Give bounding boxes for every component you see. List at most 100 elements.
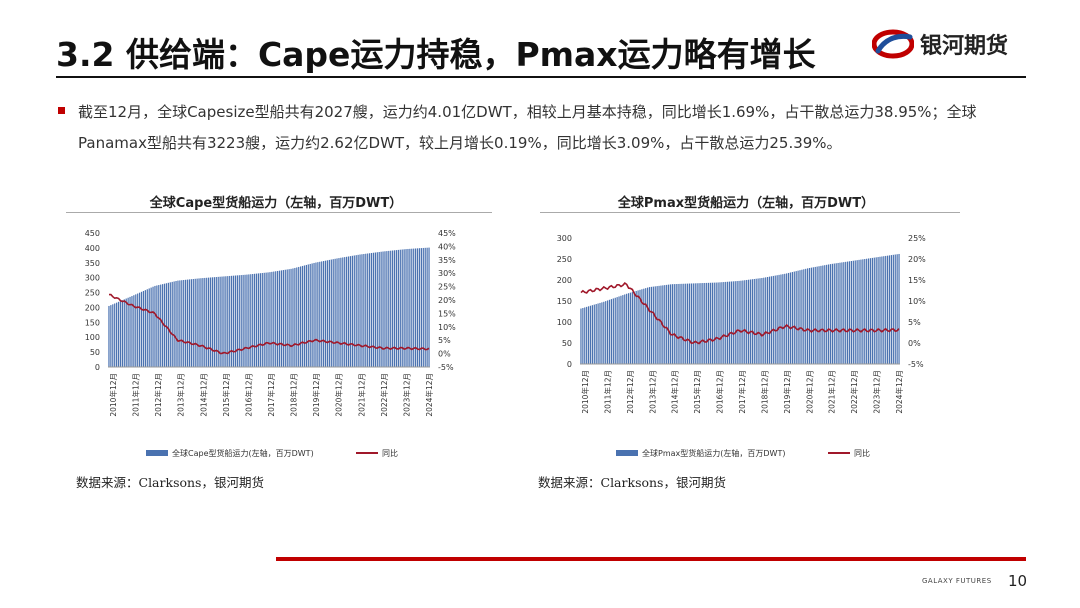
- pmax-bar: [862, 259, 864, 364]
- cape-y-right-tick: 0%: [438, 350, 451, 359]
- pmax-bar: [658, 285, 660, 364]
- pmax-x-tick-label: 2014年12月: [670, 370, 680, 414]
- cape-bar: [150, 287, 152, 367]
- cape-x-tick-label: 2024年12月: [424, 373, 434, 417]
- pmax-bar: [732, 281, 734, 364]
- pmax-bar: [707, 282, 710, 364]
- cape-bar: [374, 252, 376, 367]
- pmax-bar: [601, 302, 603, 364]
- cape-x-tick-label: 2014年12月: [198, 373, 208, 417]
- cape-bar: [294, 267, 296, 367]
- cape-bar: [154, 285, 156, 367]
- pmax-bar: [688, 283, 691, 364]
- pmax-x-tick-label: 2020年12月: [804, 370, 814, 414]
- pmax-bar: [580, 308, 582, 364]
- cape-bar: [292, 268, 294, 367]
- cape-bar: [194, 278, 196, 367]
- cape-bar: [129, 296, 131, 367]
- cape-bar: [242, 274, 244, 367]
- pmax-bar: [780, 274, 782, 364]
- pmax-bar: [713, 282, 715, 364]
- pmax-legend-bar-label: 全球Pmax型货船运力(左轴，百万DWT): [642, 448, 785, 458]
- cape-x-tick-label: 2013年12月: [176, 373, 186, 417]
- pmax-bar: [867, 258, 870, 364]
- cape-bar: [240, 275, 242, 367]
- cape-bar: [305, 264, 307, 367]
- cape-bar: [246, 274, 248, 367]
- cape-y-left-tick: 450: [85, 229, 100, 238]
- cape-bar: [407, 248, 409, 367]
- pmax-bar: [751, 279, 753, 364]
- pmax-bar: [715, 282, 717, 364]
- pmax-bar: [885, 255, 887, 364]
- pmax-bar: [746, 279, 748, 364]
- pmax-bar: [612, 298, 614, 364]
- pmax-bar: [702, 283, 704, 364]
- cape-bar: [307, 264, 309, 367]
- cape-bar: [139, 292, 141, 367]
- pmax-bar: [738, 280, 740, 364]
- cape-bar: [409, 248, 411, 367]
- cape-chart-title: 全球Cape型货船运力（左轴，百万DWT）: [149, 196, 403, 211]
- pmax-bar: [787, 272, 790, 364]
- cape-bar: [369, 253, 371, 367]
- pmax-bar: [875, 257, 877, 364]
- cape-bar: [248, 274, 250, 367]
- pmax-y-left-tick: 0: [567, 360, 572, 369]
- pmax-y-left-tick: 150: [557, 297, 572, 306]
- pmax-bar: [723, 282, 725, 364]
- cape-bar: [275, 271, 277, 367]
- cape-y-left-tick: 300: [85, 274, 100, 283]
- cape-bar: [236, 275, 238, 367]
- pmax-bar: [755, 278, 757, 364]
- cape-bar: [169, 282, 171, 367]
- cape-y-left-tick: 400: [85, 244, 100, 253]
- pmax-bar: [797, 270, 799, 364]
- cape-bar: [355, 255, 357, 367]
- cape-bar: [183, 280, 185, 367]
- cape-bar: [361, 254, 363, 367]
- cape-bar: [171, 281, 173, 367]
- pmax-bar: [871, 257, 873, 364]
- cape-bar: [349, 256, 352, 367]
- cape-y-left-tick: 50: [90, 348, 100, 357]
- cape-bar: [357, 254, 359, 367]
- pmax-x-tick-label: 2016年12月: [715, 370, 725, 414]
- cape-bar: [200, 278, 202, 367]
- cape-bar: [206, 277, 208, 367]
- cape-y-left-tick: 150: [85, 318, 100, 327]
- cape-bar: [319, 261, 321, 367]
- company-logo: 银河期货: [872, 22, 1008, 66]
- cape-bar: [125, 298, 127, 367]
- cape-bar: [257, 273, 260, 367]
- cape-bar: [328, 259, 330, 367]
- pmax-bar: [620, 295, 622, 364]
- cape-bar: [209, 277, 212, 367]
- pmax-bar: [591, 305, 593, 364]
- pmax-bar: [597, 303, 599, 364]
- cape-y-right-tick: 30%: [438, 269, 456, 278]
- pmax-y-right-tick: 25%: [908, 234, 926, 243]
- pmax-bar: [848, 261, 851, 364]
- pmax-bar: [816, 266, 818, 364]
- cape-bar: [190, 279, 192, 367]
- pmax-bar: [837, 262, 839, 364]
- pmax-bar: [629, 292, 632, 364]
- pmax-x-tick-label: 2023年12月: [872, 370, 882, 414]
- cape-bar: [323, 261, 325, 367]
- cape-bar: [405, 249, 407, 367]
- cape-bar: [255, 273, 258, 367]
- pmax-bar: [765, 277, 767, 364]
- pmax-bar: [709, 282, 712, 364]
- pmax-bar: [833, 263, 835, 364]
- pmax-bar: [673, 284, 675, 364]
- cape-y-right-tick: 45%: [438, 229, 456, 238]
- pmax-bar: [892, 254, 894, 364]
- pmax-bar: [805, 268, 807, 364]
- pmax-bar: [669, 284, 672, 364]
- pmax-bar: [725, 281, 727, 364]
- cape-bar: [347, 256, 350, 367]
- cape-y-right-tick: 10%: [438, 323, 456, 332]
- pmax-bar: [866, 258, 868, 364]
- pmax-bar: [827, 264, 830, 364]
